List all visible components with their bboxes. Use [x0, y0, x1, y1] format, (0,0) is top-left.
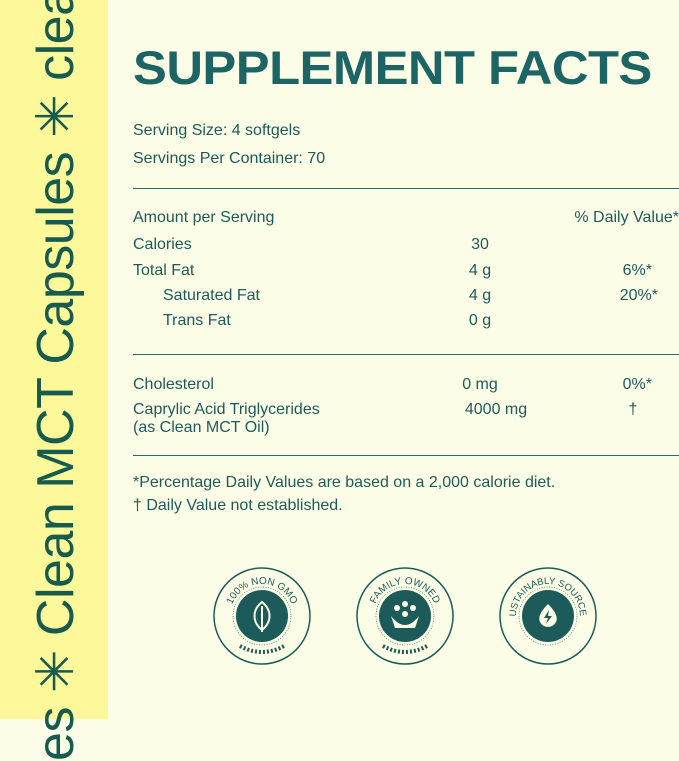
divider [133, 455, 679, 456]
sidebar-band: es ✳ Clean MCT Capsules ✳ clean [0, 0, 108, 761]
energy-drop-icon [539, 604, 557, 627]
non-gmo-badge: 100% NON GMO [213, 567, 311, 665]
sustainably-sourced-badge: SUSTAINABLY SOURCED [498, 566, 597, 665]
dv-header: % Daily Value* [574, 209, 679, 226]
row-name: Caprylic Acid Triglycerides [133, 401, 320, 418]
family-owned-badge: FAMILY OWNED [356, 567, 454, 665]
row-dv: 20%* [619, 287, 658, 304]
row-amount: 0 g [468, 312, 492, 329]
row-name: Cholesterol [133, 376, 214, 393]
serving-size: Serving Size: 4 softgels [133, 122, 301, 139]
row-dv: 6%* [622, 262, 652, 279]
row-dv: 0%* [622, 376, 652, 393]
row-amount: 4 g [468, 287, 492, 304]
family-icon [391, 601, 419, 628]
row-name: Total Fat [133, 262, 195, 279]
row-amount: 0 mg [462, 376, 498, 393]
vertical-brand-text: es ✳ Clean MCT Capsules ✳ clean [27, 0, 85, 761]
row-name: Saturated Fat [163, 287, 260, 304]
page-title: SUPPLEMENT FACTS [133, 41, 652, 94]
divider [133, 354, 679, 355]
row-amount: 30 [471, 236, 489, 253]
row-name: Trans Fat [163, 312, 231, 329]
row-amount: 4000 mg [464, 401, 528, 418]
row-dv: † [628, 401, 638, 418]
footnote: *Percentage Daily Values are based on a … [133, 474, 556, 491]
row-name: Calories [133, 236, 192, 253]
leaf-icon [253, 600, 271, 632]
amount-header: Amount per Serving [133, 209, 275, 226]
divider [133, 188, 679, 189]
servings-per-container: Servings Per Container: 70 [133, 150, 326, 167]
row-name-sub: (as Clean MCT Oil) [133, 419, 270, 436]
footnote: † Daily Value not established. [133, 497, 343, 514]
row-amount: 4 g [468, 262, 492, 279]
